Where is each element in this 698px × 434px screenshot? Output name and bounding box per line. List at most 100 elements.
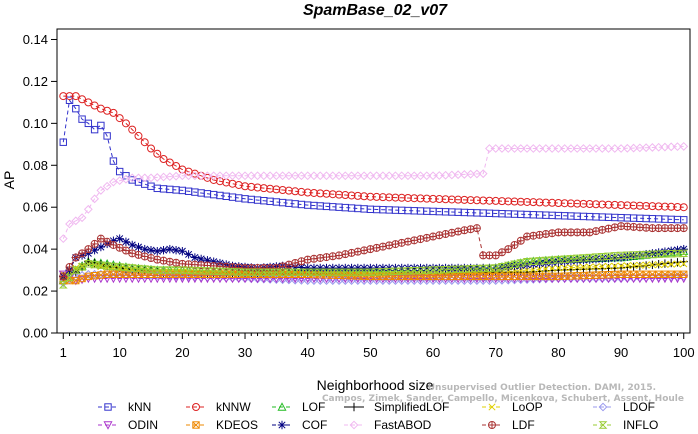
data-point-knnw <box>128 125 137 134</box>
data-point-fastabod <box>673 142 682 152</box>
data-point-fastabod <box>102 181 112 191</box>
data-point-inflo <box>184 266 194 275</box>
data-point-inflo <box>108 262 118 271</box>
data-point-inflo <box>459 265 469 273</box>
data-point-simplifiedlof <box>666 258 676 268</box>
data-point-knnw <box>410 194 419 203</box>
data-point-knnw <box>109 108 118 117</box>
legend-item-odin: ODIN <box>98 418 158 432</box>
data-point-inflo <box>516 259 526 267</box>
series-knnw <box>59 92 688 212</box>
data-point-inflo <box>541 256 551 265</box>
data-point-fastabod <box>459 170 469 179</box>
data-point-inflo <box>566 255 576 263</box>
data-point-knnw <box>535 198 544 207</box>
data-point-fastabod <box>660 142 670 152</box>
data-point-inflo <box>434 266 444 274</box>
data-point-inflo <box>391 267 400 276</box>
data-point-knnw <box>121 119 130 128</box>
data-point-fastabod <box>322 171 331 181</box>
data-point-loop <box>542 265 550 273</box>
data-point-knnw <box>134 131 143 140</box>
data-point-knnw <box>617 201 626 210</box>
data-point-odin <box>127 274 137 284</box>
data-point-knnw <box>585 200 594 209</box>
data-point-odin <box>610 274 620 284</box>
data-point-ldf <box>159 256 168 265</box>
data-point-fastabod <box>171 171 181 181</box>
legend-marker <box>104 403 112 411</box>
data-point-loop <box>586 263 594 271</box>
data-point-ldf <box>679 224 688 233</box>
data-point-knn <box>78 115 86 123</box>
data-point-fastabod <box>553 144 563 153</box>
data-point-inflo <box>71 266 81 274</box>
data-point-ldf <box>541 230 550 239</box>
data-point-odin <box>102 274 112 284</box>
data-point-loop <box>680 260 688 268</box>
data-point-cof <box>115 234 124 243</box>
data-point-loop <box>536 265 544 273</box>
data-point-knnw <box>209 175 218 184</box>
data-point-inflo <box>303 268 313 276</box>
data-point-fastabod <box>409 171 419 181</box>
data-point-loop <box>661 260 669 268</box>
data-point-ldf <box>548 229 557 238</box>
data-point-inflo <box>146 265 156 274</box>
x-tick-label: 40 <box>300 345 314 360</box>
data-point-loop <box>636 261 644 269</box>
data-point-ldof <box>315 276 325 285</box>
data-point-ldf <box>454 227 463 236</box>
data-point-knnw <box>385 193 394 202</box>
legend-item-lof: LOF <box>272 400 325 414</box>
data-point-ldf <box>447 228 456 237</box>
data-point-odin <box>672 274 683 284</box>
legend-label: FastABOD <box>374 418 432 432</box>
data-point-loop <box>617 262 625 270</box>
data-point-knnw <box>303 188 312 197</box>
data-point-knnw <box>297 187 306 196</box>
data-point-ldf <box>90 239 99 248</box>
data-point-knnw <box>403 193 412 202</box>
x-tick-label: 80 <box>551 345 565 360</box>
data-point-knnw <box>648 202 657 211</box>
data-point-ldf <box>529 231 538 240</box>
data-point-inflo <box>215 267 225 276</box>
data-point-knnw <box>529 198 538 207</box>
data-point-ldf <box>429 232 438 241</box>
data-point-inflo <box>253 268 262 276</box>
legend-item-kdeos: KDEOS <box>186 418 258 432</box>
data-point-fastabod <box>416 171 425 181</box>
data-point-knnw <box>416 194 425 203</box>
x-tick-label: 10 <box>112 345 126 360</box>
data-point-knnw <box>372 192 381 201</box>
data-point-knnw <box>353 191 362 200</box>
legend-marker <box>103 421 113 430</box>
data-point-odin <box>108 274 118 284</box>
data-point-ldf <box>322 253 331 262</box>
y-tick-label: 0.04 <box>23 242 48 257</box>
data-point-inflo <box>209 267 219 275</box>
data-point-knnw <box>497 197 506 206</box>
x-tick-label: 70 <box>488 345 502 360</box>
data-point-inflo <box>77 263 87 271</box>
data-point-fastabod <box>591 144 601 153</box>
data-point-fastabod <box>347 171 356 181</box>
data-point-fastabod <box>641 143 651 153</box>
data-point-cof <box>146 245 156 255</box>
data-point-inflo <box>340 268 350 276</box>
data-point-ldf <box>335 251 344 260</box>
data-point-cof <box>159 245 168 255</box>
data-point-simplifiedlof <box>673 258 682 267</box>
y-axis-label: AP <box>1 171 17 190</box>
data-point-knnw <box>90 101 99 110</box>
data-point-ldf <box>328 252 337 261</box>
data-point-cof <box>140 244 149 254</box>
data-point-ldf <box>391 240 400 249</box>
x-tick-label: 20 <box>175 345 189 360</box>
data-point-fastabod <box>616 144 626 153</box>
data-point-cof <box>616 253 626 262</box>
data-point-inflo <box>290 268 300 276</box>
data-point-loop <box>567 264 575 272</box>
data-point-knnw <box>635 201 644 210</box>
